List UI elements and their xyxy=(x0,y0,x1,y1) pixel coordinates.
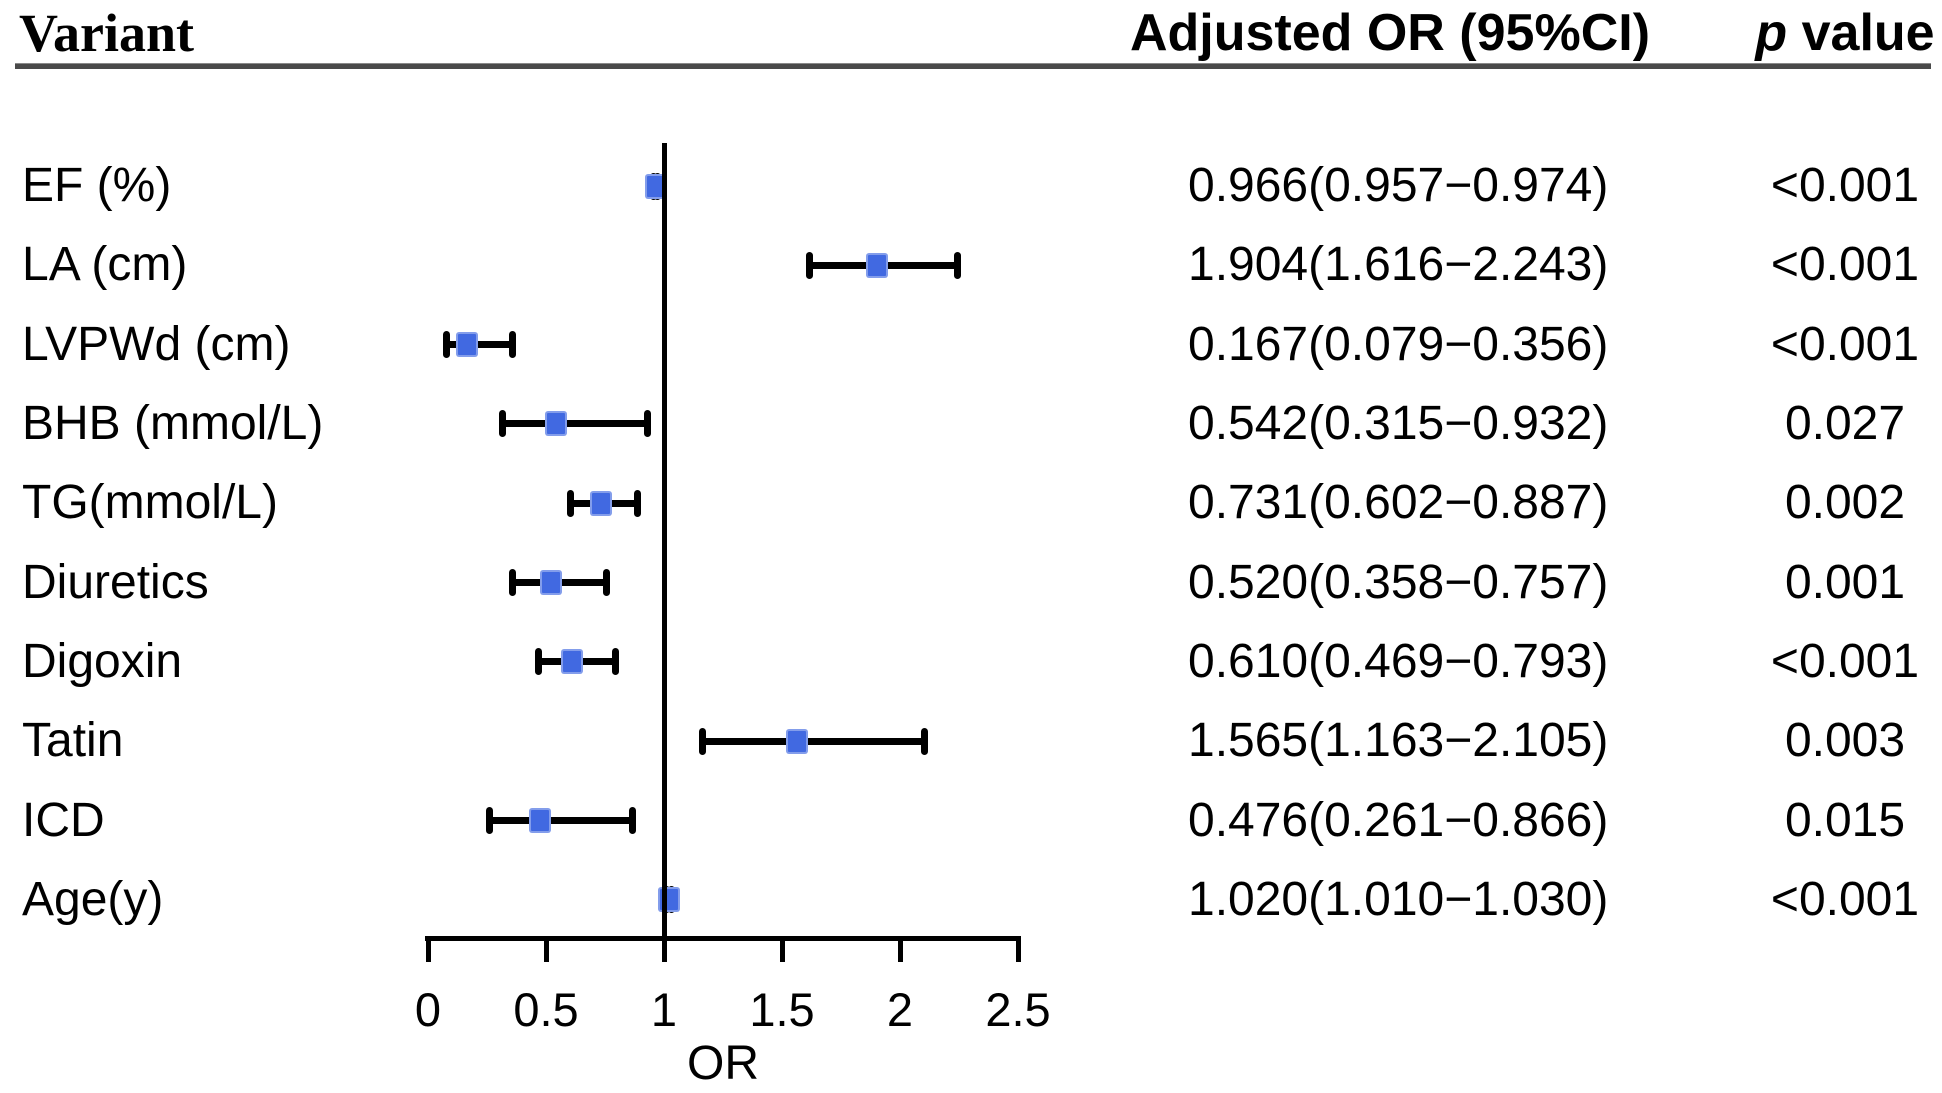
x-axis-tick xyxy=(425,938,431,962)
adjusted-or-ci-value: 0.731(0.602−0.887) xyxy=(1188,476,1609,530)
ci-cap-right xyxy=(633,489,641,517)
ci-cap-left xyxy=(443,331,451,359)
column-header-variant: Variant xyxy=(19,3,195,63)
ci-cap-right xyxy=(644,410,652,438)
ci-cap-right xyxy=(603,569,611,597)
x-axis-tick xyxy=(1015,938,1021,962)
odds-ratio-marker xyxy=(544,411,567,437)
p-value: 0.003 xyxy=(1784,714,1906,768)
adjusted-or-ci-value: 0.610(0.469−0.793) xyxy=(1188,634,1609,688)
x-axis-tick-label: 2 xyxy=(886,983,914,1036)
row-label: BHB (mmol/L) xyxy=(22,396,324,450)
p-value: 0.027 xyxy=(1784,396,1906,450)
column-header-p-value: p value xyxy=(1755,2,1934,64)
row-label: Age(y) xyxy=(22,872,164,926)
x-axis-line xyxy=(425,936,1021,941)
p-value: <0.001 xyxy=(1770,317,1920,371)
odds-ratio-marker xyxy=(529,808,552,834)
row-label: Tatin xyxy=(22,714,124,768)
odds-ratio-marker xyxy=(456,332,479,358)
adjusted-or-ci-value: 1.020(1.010−1.030) xyxy=(1188,872,1609,926)
x-axis-tick xyxy=(661,938,667,962)
adjusted-or-ci-value: 0.542(0.315−0.932) xyxy=(1188,396,1609,450)
ci-cap-left xyxy=(805,251,813,279)
confidence-interval-line xyxy=(446,341,512,349)
p-value: 0.001 xyxy=(1784,555,1906,609)
p-value-rest: value xyxy=(1787,4,1935,62)
x-axis-tick-label: 2.5 xyxy=(985,983,1051,1036)
row-label: Digoxin xyxy=(22,634,183,688)
x-axis-title: OR xyxy=(687,1037,759,1090)
ci-cap-left xyxy=(698,727,706,755)
x-axis-tick-label: 1.5 xyxy=(749,983,815,1036)
row-label: TG(mmol/L) xyxy=(22,476,278,530)
confidence-interval-line xyxy=(489,817,633,825)
confidence-interval-line xyxy=(502,420,648,428)
ci-cap-right xyxy=(628,807,636,835)
row-label: LVPWd (cm) xyxy=(22,317,291,371)
odds-ratio-marker xyxy=(560,649,583,675)
x-axis-tick-label: 0.5 xyxy=(513,983,579,1036)
ci-cap-right xyxy=(953,251,961,279)
p-value: <0.001 xyxy=(1770,872,1920,926)
row-label: EF (%) xyxy=(22,159,172,212)
odds-ratio-marker xyxy=(866,252,889,278)
p-value: 0.015 xyxy=(1784,793,1906,847)
adjusted-or-ci-value: 1.904(1.616−2.243) xyxy=(1188,238,1609,292)
odds-ratio-marker xyxy=(589,490,612,516)
x-axis-tick xyxy=(543,938,549,962)
row-label: ICD xyxy=(22,793,105,847)
p-value: 0.002 xyxy=(1784,476,1906,530)
adjusted-or-ci-value: 0.476(0.261−0.866) xyxy=(1188,793,1609,847)
ci-cap-left xyxy=(566,489,574,517)
ci-cap-right xyxy=(508,331,516,359)
ci-cap-left xyxy=(498,410,506,438)
p-value-italic-p: p xyxy=(1755,4,1788,62)
column-header-adjusted-or: Adjusted OR (95%CI) xyxy=(1129,4,1651,62)
adjusted-or-ci-value: 0.520(0.358−0.757) xyxy=(1188,555,1609,609)
ci-cap-right xyxy=(611,648,619,676)
ci-cap-right xyxy=(921,727,929,755)
ci-cap-left xyxy=(535,648,543,676)
p-value: <0.001 xyxy=(1770,238,1920,292)
odds-ratio-marker xyxy=(539,570,562,596)
ci-cap-left xyxy=(486,807,494,835)
x-axis-tick xyxy=(897,938,903,962)
odds-ratio-marker xyxy=(786,728,809,754)
reference-line-or-1 xyxy=(662,143,667,938)
confidence-interval-line xyxy=(702,737,925,745)
x-axis-tick-label: 0 xyxy=(414,983,442,1036)
header-divider-line xyxy=(15,63,1931,69)
x-axis-tick-label: 1 xyxy=(650,983,678,1036)
p-value: <0.001 xyxy=(1770,159,1920,212)
ci-cap-left xyxy=(508,569,516,597)
adjusted-or-ci-value: 1.565(1.163−2.105) xyxy=(1188,714,1609,768)
p-value: <0.001 xyxy=(1770,634,1920,688)
row-label: Diuretics xyxy=(22,555,209,609)
adjusted-or-ci-value: 0.966(0.957−0.974) xyxy=(1188,159,1609,212)
x-axis-tick xyxy=(779,938,785,962)
row-label: LA (cm) xyxy=(22,238,188,292)
adjusted-or-ci-value: 0.167(0.079−0.356) xyxy=(1188,317,1609,371)
